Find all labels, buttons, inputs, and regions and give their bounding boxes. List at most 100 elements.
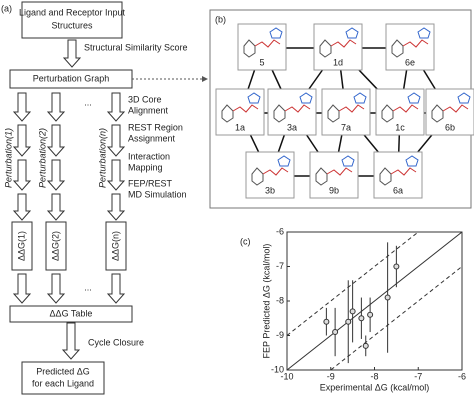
node-label: 1c [395,122,405,132]
molecule-chain [262,167,289,176]
perturbation-label: Perturbation(1) [3,128,13,188]
flow-arrow [46,92,66,122]
x-tick-label: -6 [458,371,466,381]
molecule-ring [381,104,394,123]
molecule-ring [273,104,286,123]
y-tick-label: -9 [276,330,284,340]
flow-arrow [12,273,32,304]
flow-arrow [61,322,81,360]
reference-line [287,232,462,370]
molecule-chain [338,104,365,113]
molecule-ring [251,167,264,186]
input-text: Structures [51,20,93,30]
node-label: 6a [393,185,403,195]
molecule-ring [417,27,431,39]
molecule-ring [299,92,313,104]
ddg-text: ΔΔG(1) [16,231,26,261]
molecule-ring [243,39,256,58]
data-point [393,263,400,270]
node-label: 1a [235,122,245,132]
node-label: 5 [259,57,264,67]
flow-arrow [106,92,126,122]
data-point [358,315,365,322]
flow-arrow [106,193,126,221]
y-tick-label: -10 [271,364,284,374]
data-point [345,318,352,325]
ellipsis: ... [84,97,92,107]
step-text: Assignment [128,133,176,143]
molecule-chain [284,104,311,113]
panel-label: (c) [240,236,251,246]
flow-arrow [46,124,66,157]
molecule-node [385,23,435,71]
molecule-chain [392,104,419,113]
similarity-label: Structural Similarity Score [84,42,188,52]
flow-arrow [46,193,66,221]
table-box [9,305,133,323]
panel-label: (b) [215,14,226,24]
molecule-node [309,151,359,199]
molecule-ring [379,167,392,186]
step-text: Alignment [128,105,169,115]
y-tick-label: -8 [276,295,284,305]
panel-label: (a) [1,3,12,13]
molecule-chain [326,167,353,176]
molecule-ring [407,92,421,104]
ddg-text: ΔΔG(n) [110,231,120,261]
result-text: Predicted ΔG [36,366,90,376]
molecule-ring [269,27,283,39]
data-point [384,294,391,301]
molecule-chain [232,104,259,113]
molecule-ring [319,39,332,58]
data-point [332,329,339,336]
reference-line [329,266,462,370]
table-text: ΔΔG Table [50,308,93,318]
ddg-text: ΔΔG(2) [50,231,60,261]
node-label: 1d [333,57,343,67]
x-tick-label: -10 [280,371,293,381]
node-label: 3b [265,185,275,195]
flow-arrow [62,39,82,68]
step-text: Interaction [128,151,170,161]
data-point [323,318,330,325]
flow-arrow [106,159,126,191]
data-point [349,308,356,315]
ellipsis: ... [84,282,92,292]
molecule-node [313,23,363,71]
y-axis-label: FEP Predicted ΔG (kcal/mol) [261,244,271,359]
molecule-chain [390,167,417,176]
molecule-ring [391,39,404,58]
flow-arrow [12,159,32,191]
molecule-ring [277,155,291,167]
x-tick-label: -7 [414,371,422,381]
flow-arrow [12,124,32,157]
molecule-ring [341,155,355,167]
input-text: Ligand and Receptor Input [19,7,126,17]
molecule-node [321,88,371,136]
molecule-node [267,88,317,136]
molecule-ring [405,155,419,167]
perturbation-label: Perturbation(2) [37,128,47,188]
flow-arrow [106,273,126,304]
y-tick-label: -6 [276,226,284,236]
molecule-node [375,88,425,136]
flow-arrow [46,159,66,191]
molecule-ring [327,104,340,123]
x-axis-label: Experimental ΔG (kcal/mol) [320,382,430,392]
graph-text: Perturbation Graph [33,73,110,83]
molecule-node [237,23,287,71]
step-text: Mapping [128,162,163,172]
molecule-node [215,88,265,136]
data-point [367,311,374,318]
flow-arrow [106,124,126,157]
molecule-ring [247,92,261,104]
node-label: 7a [341,122,351,132]
node-label: 6b [445,122,455,132]
molecule-node [245,151,295,199]
step-text: MD Simulation [128,189,187,199]
x-tick-label: -9 [327,371,335,381]
node-label: 3a [287,122,297,132]
molecule-chain [402,39,429,48]
input-box [21,1,123,39]
flow-arrow [12,92,32,122]
